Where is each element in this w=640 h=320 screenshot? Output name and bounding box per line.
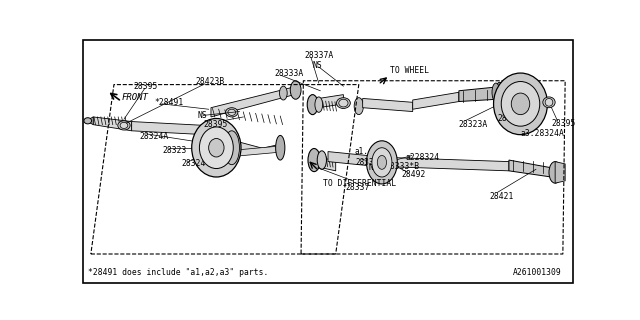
Polygon shape bbox=[311, 156, 336, 171]
Ellipse shape bbox=[118, 121, 130, 130]
Polygon shape bbox=[88, 117, 93, 124]
Text: 28333A: 28333A bbox=[274, 69, 303, 78]
Ellipse shape bbox=[372, 148, 392, 177]
Polygon shape bbox=[394, 157, 509, 171]
Text: A261001309: A261001309 bbox=[513, 268, 561, 277]
Ellipse shape bbox=[354, 98, 364, 115]
Ellipse shape bbox=[291, 81, 301, 99]
Ellipse shape bbox=[339, 99, 348, 107]
Text: 28324: 28324 bbox=[182, 159, 206, 168]
Ellipse shape bbox=[493, 73, 547, 135]
Text: *28491 does include "a1,a2,a3" parts.: *28491 does include "a1,a2,a3" parts. bbox=[88, 268, 268, 277]
Ellipse shape bbox=[378, 156, 387, 169]
Text: *28491: *28491 bbox=[155, 98, 184, 107]
Polygon shape bbox=[236, 146, 278, 156]
Ellipse shape bbox=[120, 122, 128, 129]
Text: 28337: 28337 bbox=[346, 182, 370, 191]
Ellipse shape bbox=[224, 131, 239, 165]
Text: 28323: 28323 bbox=[163, 146, 187, 155]
Polygon shape bbox=[132, 122, 205, 135]
Ellipse shape bbox=[543, 97, 555, 108]
Ellipse shape bbox=[367, 141, 397, 184]
Ellipse shape bbox=[276, 135, 285, 160]
Polygon shape bbox=[509, 160, 551, 177]
Ellipse shape bbox=[308, 148, 320, 172]
Text: NS: NS bbox=[312, 61, 323, 70]
Ellipse shape bbox=[228, 109, 236, 116]
Ellipse shape bbox=[225, 108, 238, 117]
Text: TO WHEEL: TO WHEEL bbox=[390, 66, 429, 75]
Text: 28337A: 28337A bbox=[305, 51, 334, 60]
Text: 28395: 28395 bbox=[133, 82, 157, 91]
Ellipse shape bbox=[501, 82, 540, 126]
Ellipse shape bbox=[549, 162, 561, 183]
Ellipse shape bbox=[511, 93, 530, 115]
Polygon shape bbox=[232, 140, 278, 156]
Ellipse shape bbox=[200, 127, 234, 169]
Polygon shape bbox=[555, 162, 565, 183]
Ellipse shape bbox=[84, 118, 92, 124]
Polygon shape bbox=[93, 117, 132, 131]
Ellipse shape bbox=[492, 83, 500, 101]
Text: 28423B: 28423B bbox=[196, 77, 225, 86]
Ellipse shape bbox=[545, 99, 553, 106]
Polygon shape bbox=[211, 86, 297, 117]
Polygon shape bbox=[308, 95, 344, 109]
Text: NS: NS bbox=[197, 111, 207, 120]
Ellipse shape bbox=[317, 151, 326, 169]
Polygon shape bbox=[363, 99, 413, 112]
Text: a1.
28335: a1. 28335 bbox=[355, 147, 378, 167]
Text: a3.28324A: a3.28324A bbox=[520, 129, 564, 138]
Ellipse shape bbox=[495, 82, 504, 104]
Text: 28395: 28395 bbox=[204, 120, 228, 129]
Text: TO DIFFERENTIAL: TO DIFFERENTIAL bbox=[323, 180, 396, 188]
Text: 28423C: 28423C bbox=[497, 114, 527, 123]
Text: 28323A: 28323A bbox=[459, 120, 488, 129]
Text: 28324A: 28324A bbox=[140, 132, 168, 141]
Ellipse shape bbox=[209, 139, 224, 157]
Ellipse shape bbox=[192, 118, 241, 177]
Ellipse shape bbox=[315, 97, 323, 112]
Text: 28492: 28492 bbox=[401, 170, 426, 179]
Ellipse shape bbox=[337, 98, 350, 108]
Text: 28333*B: 28333*B bbox=[386, 162, 420, 171]
Ellipse shape bbox=[307, 95, 318, 115]
Polygon shape bbox=[459, 87, 497, 101]
Text: 28421: 28421 bbox=[490, 192, 514, 201]
Text: FRONT: FRONT bbox=[122, 93, 148, 102]
Ellipse shape bbox=[280, 86, 287, 100]
Polygon shape bbox=[328, 152, 390, 168]
Text: NS: NS bbox=[369, 163, 378, 172]
Polygon shape bbox=[413, 92, 459, 109]
Text: a228324: a228324 bbox=[405, 153, 439, 162]
Text: 28395: 28395 bbox=[551, 119, 575, 128]
